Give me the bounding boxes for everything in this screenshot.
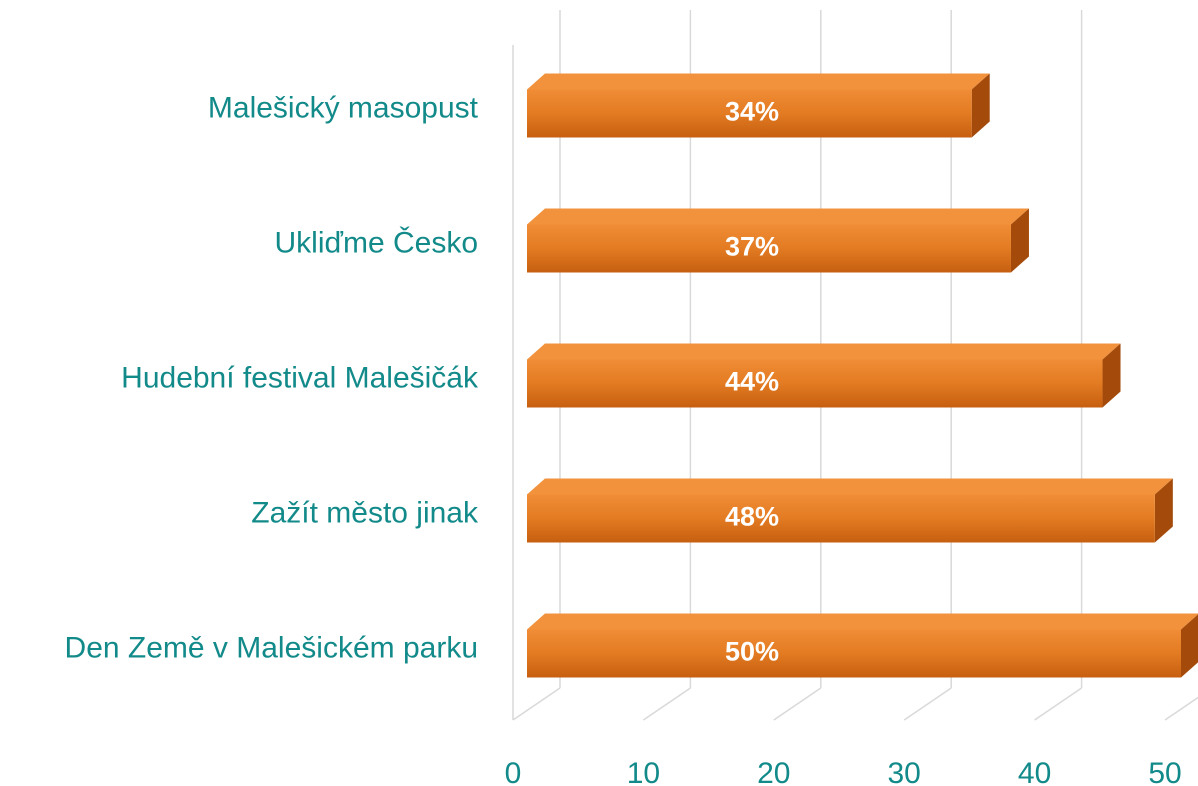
value-label: 50%: [725, 637, 779, 667]
category-label: Zažít město jinak: [251, 496, 479, 529]
x-tick-label: 30: [888, 757, 921, 786]
value-label: 48%: [725, 502, 779, 532]
bar-side: [971, 73, 990, 138]
bar: [527, 494, 1155, 543]
bar-top: [527, 208, 1029, 225]
value-label: 44%: [725, 367, 779, 397]
category-label: Malešický masopust: [208, 91, 479, 124]
grid-line: [903, 687, 952, 721]
grid-line: [773, 687, 822, 721]
x-tick-label: 10: [627, 757, 660, 786]
bar: [527, 359, 1103, 408]
category-label: Ukliďme Česko: [275, 225, 478, 259]
grid-line: [512, 687, 561, 721]
category-label: Den Země v Malešickém parku: [65, 631, 478, 664]
bar: [527, 224, 1011, 273]
bar-side: [1181, 614, 1198, 678]
value-label: 34%: [725, 97, 779, 127]
x-tick-label: 0: [505, 757, 522, 786]
bar: [527, 89, 972, 138]
category-label: Hudební festival Malešičák: [121, 361, 479, 394]
bar-top: [527, 613, 1198, 630]
x-tick-label: 40: [1018, 757, 1051, 786]
x-tick-label: 20: [757, 757, 790, 786]
bar-top: [527, 478, 1173, 495]
bar-side: [1154, 478, 1173, 543]
bar-top: [527, 343, 1121, 360]
bar: [527, 629, 1181, 678]
x-tick-label: 50: [1148, 757, 1181, 786]
value-label: 37%: [725, 232, 779, 262]
grid-line: [1034, 687, 1083, 721]
bar-side: [1102, 343, 1121, 408]
bar-top: [527, 73, 990, 90]
grid-line: [1164, 696, 1198, 721]
grid-line: [642, 687, 691, 721]
bar-side: [1010, 208, 1029, 273]
